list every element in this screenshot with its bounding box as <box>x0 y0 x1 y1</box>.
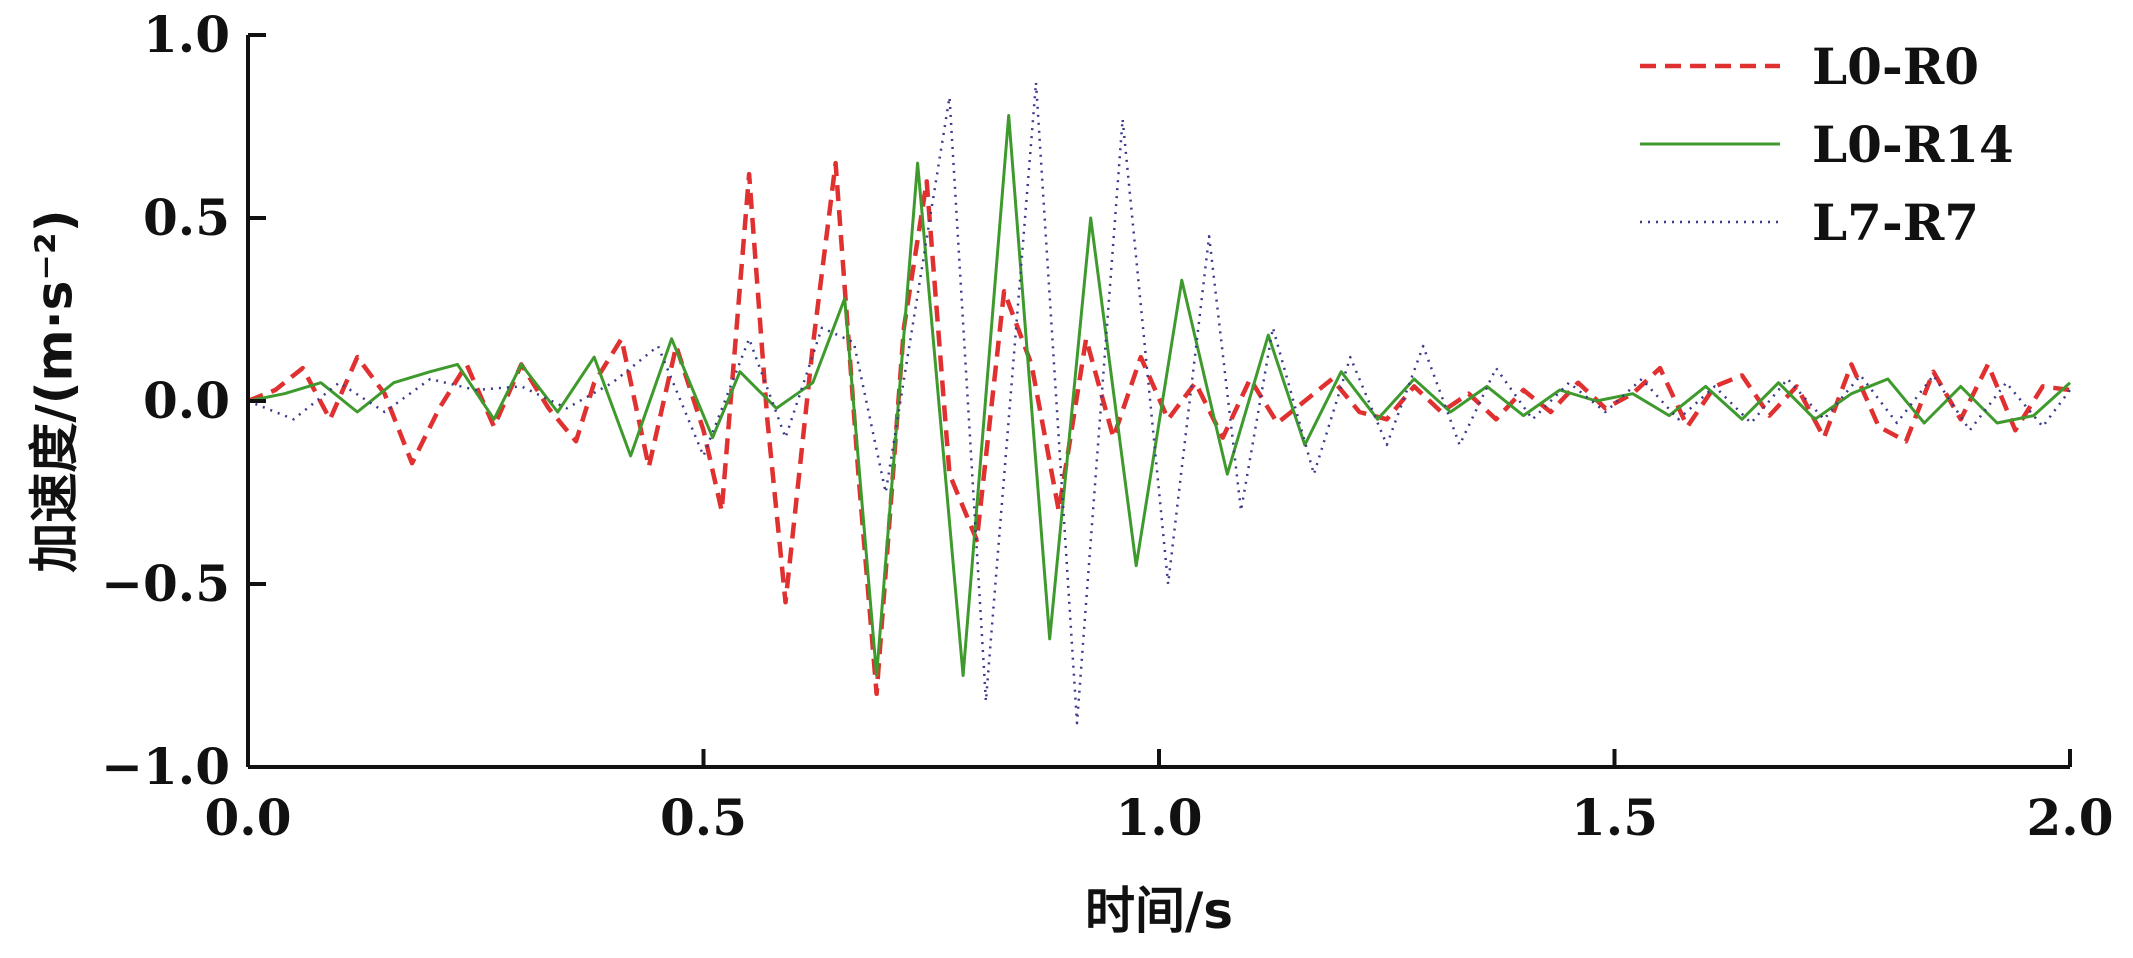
y-tick-label: −0.5 <box>101 554 230 613</box>
legend-label-l0-r14: L0-R14 <box>1812 115 2014 174</box>
y-tick-label: 0.0 <box>143 371 230 430</box>
series-line-l0-r0 <box>247 160 2071 697</box>
x-tick-label: 2.0 <box>2027 788 2114 847</box>
x-tick-label: 1.0 <box>1116 788 1203 847</box>
legend-label-l0-r0: L0-R0 <box>1812 37 1979 96</box>
series-line-l0-r14 <box>247 114 2072 677</box>
x-axis-title: 时间/s <box>1085 882 1233 940</box>
x-tick-label: 0.5 <box>660 788 747 847</box>
y-axis-title: 加速度/(m·s⁻²) <box>26 209 84 572</box>
x-tick-label: 0.0 <box>205 788 292 847</box>
y-tick-label: 1.0 <box>143 5 230 64</box>
legend: L0-R0 L0-R14 L7-R7 <box>1640 37 2014 252</box>
y-tick-label: −1.0 <box>101 737 230 796</box>
series-line-l7-r7 <box>247 81 2072 725</box>
x-ticks: 0.0 0.5 1.0 1.5 2.0 <box>205 749 2114 847</box>
y-tick-label: 0.5 <box>143 188 230 247</box>
x-tick-label: 1.5 <box>1571 788 1658 847</box>
legend-label-l7-r7: L7-R7 <box>1812 193 1979 252</box>
plot-lines <box>247 81 2072 725</box>
y-ticks: −1.0 −0.5 0.0 0.5 1.0 <box>101 5 266 796</box>
axes: 0.0 0.5 1.0 1.5 2.0 −1.0 −0.5 0.0 0.5 1.0 <box>101 5 2113 847</box>
